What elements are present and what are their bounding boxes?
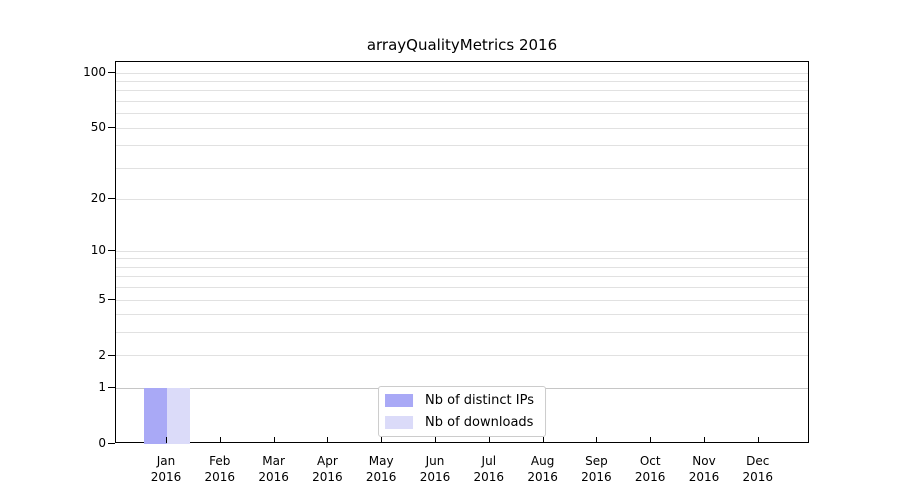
x-tick-label: Sep 2016 [581, 454, 612, 484]
gridline [116, 266, 808, 268]
gridline [116, 287, 808, 289]
x-tick-label: Apr 2016 [312, 454, 343, 484]
y-tick-label: 20 [90, 191, 106, 206]
x-tick-label: May 2016 [365, 454, 397, 484]
legend-swatch-icon [385, 416, 414, 429]
x-tick-mark [542, 437, 544, 443]
y-tick-label: 0 [98, 436, 106, 450]
y-tick-mark [108, 250, 115, 252]
legend-swatch-icon [385, 394, 414, 407]
x-tick-label: Jul 2016 [473, 454, 505, 484]
gridline [116, 113, 808, 115]
gridline [116, 81, 808, 82]
x-tick-label: Dec 2016 [742, 454, 774, 484]
legend-label: Nb of downloads [425, 415, 534, 430]
gridline [116, 145, 808, 147]
x-tick-label: Mar 2016 [258, 454, 289, 484]
x-tick-mark [757, 437, 759, 443]
gridline [116, 299, 808, 301]
x-tick-mark [381, 437, 383, 443]
y-tick-label: 10 [90, 243, 106, 258]
gridline [116, 250, 808, 252]
x-tick-mark [219, 437, 221, 443]
y-tick-mark [108, 387, 115, 389]
x-tick-label: Aug 2016 [527, 454, 558, 484]
x-tick-label: Nov 2016 [688, 454, 720, 484]
bar-jan-series-0 [144, 388, 167, 444]
y-tick-label: 50 [90, 120, 106, 135]
gridline [116, 355, 808, 357]
x-tick-label: Feb 2016 [204, 454, 236, 484]
y-tick-mark [108, 354, 115, 356]
x-tick-mark [273, 437, 275, 443]
chart-title: arrayQualityMetrics 2016 [366, 36, 558, 54]
x-tick-mark [650, 437, 652, 443]
x-tick-label: Jan 2016 [150, 454, 182, 484]
gridline [116, 314, 808, 316]
gridline [116, 90, 808, 92]
legend-label: Nb of distinct IPs [425, 393, 534, 408]
y-tick-label: 100 [83, 65, 106, 80]
bar-jan-series-1 [167, 388, 190, 444]
x-tick-mark [488, 437, 490, 443]
y-tick-label: 1 [98, 380, 106, 395]
legend-entry: Nb of downloads [385, 415, 534, 430]
x-tick-label: Jun 2016 [419, 454, 451, 484]
plot-area: Nb of distinct IPs Nb of downloads [115, 61, 809, 444]
gridline [116, 72, 808, 74]
y-tick-mark [108, 127, 115, 129]
gridline [116, 198, 808, 200]
x-tick-mark [596, 437, 598, 443]
legend-entry: Nb of distinct IPs [385, 393, 534, 408]
x-tick-mark [166, 437, 167, 443]
y-tick-mark [108, 443, 115, 444]
gridline [116, 332, 808, 334]
y-tick-mark [108, 198, 115, 200]
gridline [116, 100, 808, 102]
y-tick-mark [108, 299, 115, 300]
x-tick-label: Oct 2016 [634, 454, 666, 484]
legend: Nb of distinct IPs Nb of downloads [378, 386, 546, 437]
gridline [116, 167, 808, 169]
x-tick-mark [327, 437, 329, 443]
x-tick-mark [704, 437, 705, 443]
gridline [116, 276, 808, 278]
y-tick-mark [108, 72, 115, 74]
y-tick-label: 2 [98, 347, 106, 362]
gridline [116, 258, 808, 260]
gridline [116, 127, 808, 129]
x-tick-mark [435, 437, 436, 443]
y-tick-label: 5 [98, 292, 106, 306]
